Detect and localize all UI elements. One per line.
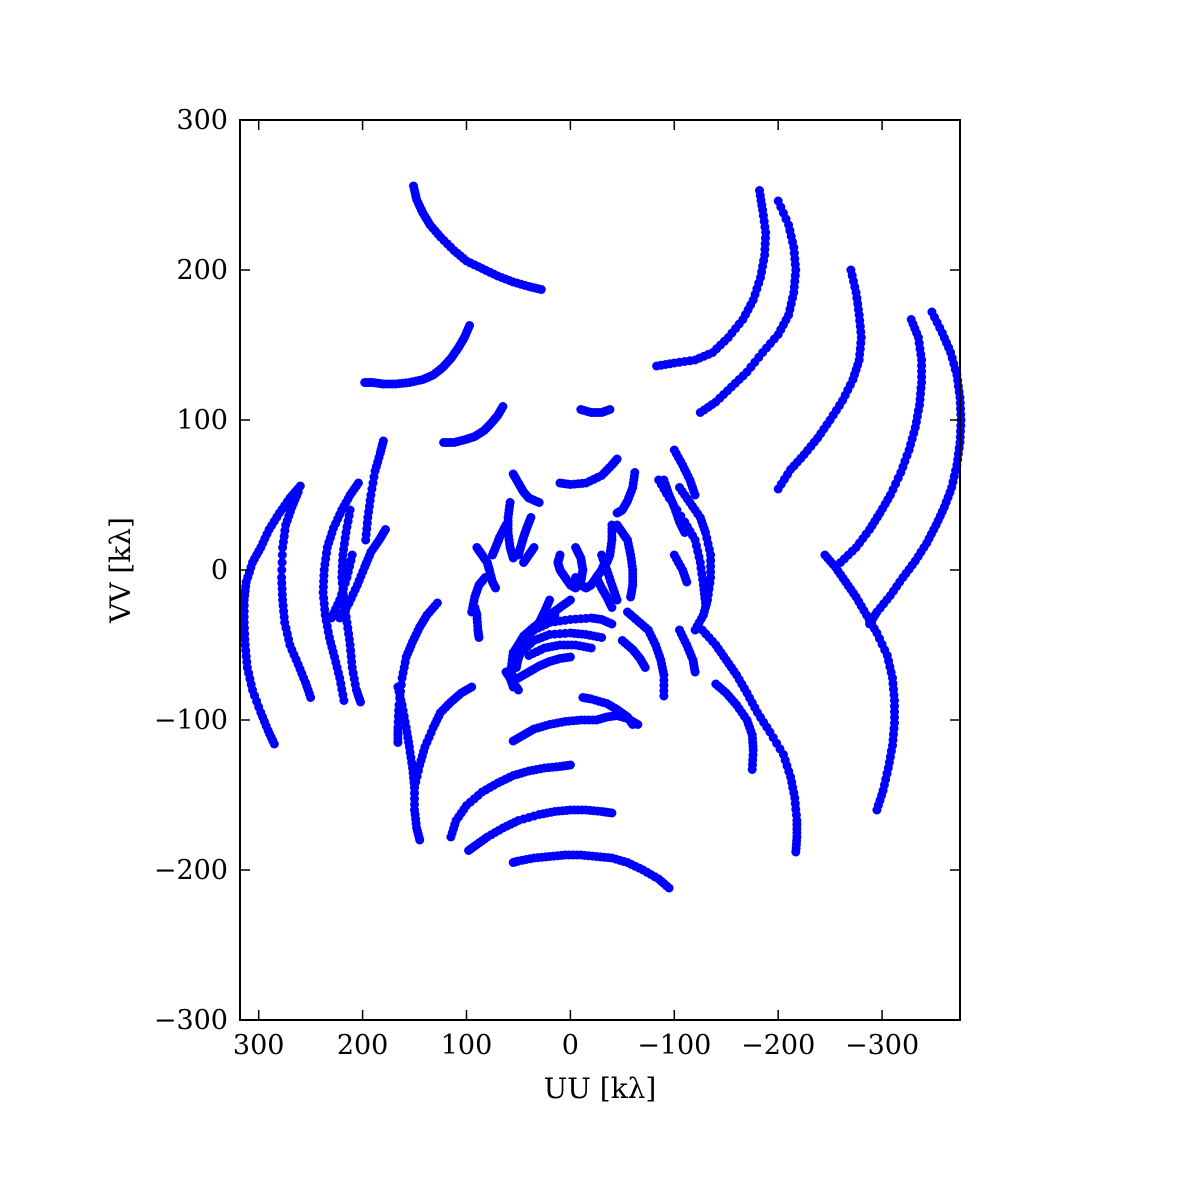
y-tick-label: 200 xyxy=(176,255,228,286)
y-tick-label: 0 xyxy=(211,555,228,586)
data-point xyxy=(534,618,544,627)
x-tick-label: 300 xyxy=(233,1030,285,1061)
data-point xyxy=(607,603,617,612)
y-tick-label: 100 xyxy=(176,405,228,436)
data-point xyxy=(508,736,518,746)
data-point xyxy=(612,508,622,518)
data-point xyxy=(393,682,403,692)
data-point xyxy=(519,558,529,567)
data-point xyxy=(534,498,544,507)
data-point xyxy=(278,543,288,552)
y-axis-label: VV [kλ] xyxy=(104,517,137,624)
y-tick-label: −300 xyxy=(154,1005,228,1036)
data-point xyxy=(409,181,418,191)
x-tick-label: 200 xyxy=(337,1030,389,1061)
data-point xyxy=(701,598,710,608)
data-point xyxy=(612,595,622,605)
data-point xyxy=(682,577,692,587)
data-points xyxy=(239,181,966,893)
data-point xyxy=(524,651,534,660)
data-point xyxy=(393,738,403,747)
data-point xyxy=(306,693,316,702)
data-point xyxy=(446,832,456,842)
data-point xyxy=(652,361,662,371)
data-point xyxy=(626,592,636,602)
data-point xyxy=(511,663,521,672)
data-point xyxy=(397,673,407,683)
data-point xyxy=(695,408,705,417)
data-point xyxy=(872,805,882,815)
y-tick-label: −100 xyxy=(154,705,228,736)
data-point xyxy=(508,858,518,867)
data-point xyxy=(326,613,336,623)
y-tick-label: 300 xyxy=(176,105,228,136)
data-point xyxy=(474,633,484,642)
data-point xyxy=(747,765,757,774)
data-point xyxy=(791,847,801,857)
data-point xyxy=(773,484,783,494)
data-point xyxy=(690,667,700,677)
data-point xyxy=(508,553,518,563)
data-point xyxy=(277,558,287,567)
data-point xyxy=(491,583,501,593)
x-tick-label: 0 xyxy=(562,1030,579,1061)
data-point xyxy=(640,663,650,672)
axis-ticks: 300 200 100 0 −100 −200 −3003002001000−100−200… xyxy=(154,105,960,1061)
data-point xyxy=(690,490,700,500)
x-tick-label: −100 xyxy=(637,1030,711,1061)
data-point xyxy=(277,565,287,575)
data-point xyxy=(361,535,371,545)
data-point xyxy=(269,739,279,749)
data-point xyxy=(339,696,349,705)
data-point xyxy=(605,405,615,414)
x-tick-label: −200 xyxy=(741,1030,815,1061)
data-point xyxy=(464,846,474,855)
data-point xyxy=(360,378,370,387)
x-axis-label: UU [kλ] xyxy=(544,1072,657,1105)
data-point xyxy=(439,438,449,447)
data-point xyxy=(612,454,622,464)
data-point xyxy=(555,550,565,560)
data-point xyxy=(488,550,497,560)
data-point xyxy=(508,682,518,692)
data-point xyxy=(659,691,669,701)
x-tick-label: −300 xyxy=(845,1030,919,1061)
y-tick-label: −200 xyxy=(154,855,228,886)
data-point xyxy=(628,720,638,729)
data-point xyxy=(690,625,700,635)
x-tick-label: 100 xyxy=(441,1030,493,1061)
data-point xyxy=(415,835,425,845)
data-point xyxy=(356,697,365,707)
data-point xyxy=(277,550,287,560)
